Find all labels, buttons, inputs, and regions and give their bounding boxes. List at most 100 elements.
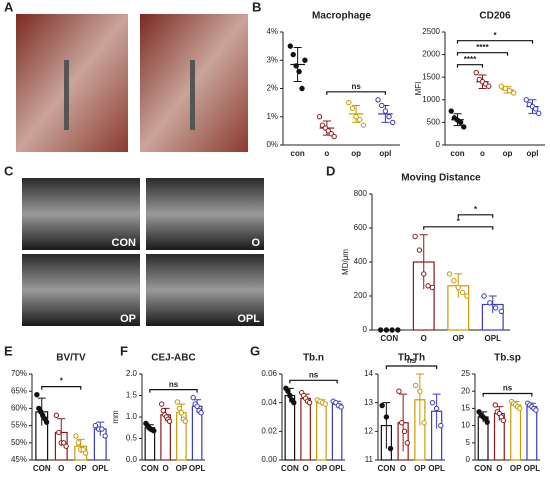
data-point xyxy=(401,428,408,435)
data-point xyxy=(421,420,427,426)
x-tick-label: OP xyxy=(510,464,522,473)
data-point xyxy=(502,85,509,92)
y-tick-label: 1.5 xyxy=(126,391,138,400)
significance-bracket xyxy=(326,91,386,95)
data-point xyxy=(379,402,385,409)
significance-bracket xyxy=(456,64,484,68)
data-point xyxy=(360,122,367,128)
y-tick-label: 200 xyxy=(354,291,368,300)
ct-image xyxy=(146,254,264,326)
significance-label: **** xyxy=(464,55,477,64)
x-tick-label: O xyxy=(58,464,64,473)
y-tick-label: 50% xyxy=(11,438,27,447)
data-point xyxy=(383,327,390,333)
significance-label: * xyxy=(493,31,497,40)
y-tick-label: 14 xyxy=(364,369,373,378)
y-tick-label: 500 xyxy=(427,118,441,127)
significance-label: * xyxy=(457,217,461,226)
significance-label: * xyxy=(474,205,478,214)
data-point xyxy=(158,401,165,407)
data-point xyxy=(486,83,492,89)
data-point xyxy=(498,83,504,89)
data-point xyxy=(299,85,305,92)
significance-label: ns xyxy=(503,384,513,393)
data-point xyxy=(461,124,467,130)
data-point xyxy=(511,90,517,96)
y-tick-label: 0% xyxy=(266,140,278,149)
significance-label: ns xyxy=(309,370,319,379)
data-point xyxy=(448,108,454,114)
panel-label: D xyxy=(326,163,335,178)
x-tick-label: op xyxy=(351,149,361,158)
bar xyxy=(526,406,538,461)
data-point xyxy=(290,51,296,58)
data-point xyxy=(487,300,493,306)
data-point xyxy=(306,399,313,406)
ct-image xyxy=(22,254,140,326)
y-tick-label: 0.0 xyxy=(126,455,138,464)
x-tick-label: CON xyxy=(377,464,395,473)
data-point xyxy=(500,417,507,424)
y-axis-label: MFI xyxy=(414,82,423,96)
y-tick-label: 800 xyxy=(354,189,368,198)
data-point xyxy=(349,105,356,111)
data-point xyxy=(532,106,539,112)
bar xyxy=(510,404,522,461)
data-point xyxy=(322,401,329,407)
data-point xyxy=(481,293,487,299)
data-point xyxy=(383,414,390,420)
bar xyxy=(331,403,343,461)
x-tick-label: con xyxy=(291,149,305,158)
data-point xyxy=(194,403,200,409)
image-label: OP xyxy=(120,313,136,325)
data-point xyxy=(92,422,99,429)
chart-title: Tb.Th xyxy=(398,353,425,364)
y-tick-label: 0 xyxy=(363,325,368,334)
y-tick-label: 0.00 xyxy=(261,455,277,464)
significance-bracket xyxy=(149,389,198,393)
significance-bracket xyxy=(457,214,494,218)
data-point xyxy=(395,327,401,333)
panel-label: A xyxy=(4,0,14,14)
data-point xyxy=(346,99,352,106)
data-point xyxy=(82,450,89,456)
data-point xyxy=(457,119,464,126)
chart-title: CD206 xyxy=(479,11,511,22)
panel-label: B xyxy=(252,0,261,14)
y-tick-label: 2.0 xyxy=(126,369,138,378)
data-point xyxy=(99,426,105,432)
data-point xyxy=(429,284,436,291)
significance-label: **** xyxy=(476,43,489,52)
y-tick-label: 12 xyxy=(364,426,373,435)
x-tick-label: OPL xyxy=(92,464,109,473)
data-point xyxy=(316,114,323,120)
x-tick-label: CON xyxy=(474,464,492,473)
data-point xyxy=(357,116,363,123)
x-tick-label: CON xyxy=(141,464,159,473)
x-tick-label: CON xyxy=(281,464,299,473)
data-point xyxy=(389,327,395,333)
y-tick-label: 1% xyxy=(266,112,278,121)
data-point xyxy=(73,433,79,439)
data-point xyxy=(387,445,394,452)
data-point xyxy=(285,388,291,394)
data-point xyxy=(492,402,499,408)
data-point xyxy=(375,97,381,103)
data-point xyxy=(416,247,423,253)
data-point xyxy=(56,429,62,436)
data-point xyxy=(166,418,173,424)
significance-bracket xyxy=(289,379,338,384)
data-point xyxy=(412,382,419,389)
chart-title: BV/TV xyxy=(56,353,86,364)
error-bar xyxy=(488,295,497,313)
spring xyxy=(190,60,195,130)
y-tick-label: 0.04 xyxy=(261,398,277,407)
error-bar xyxy=(432,393,441,429)
data-point xyxy=(331,133,337,140)
y-tick-label: 400 xyxy=(354,257,368,266)
y-tick-label: 0.02 xyxy=(261,426,277,435)
spring xyxy=(64,60,69,130)
data-point xyxy=(102,433,108,439)
data-point xyxy=(302,57,308,63)
